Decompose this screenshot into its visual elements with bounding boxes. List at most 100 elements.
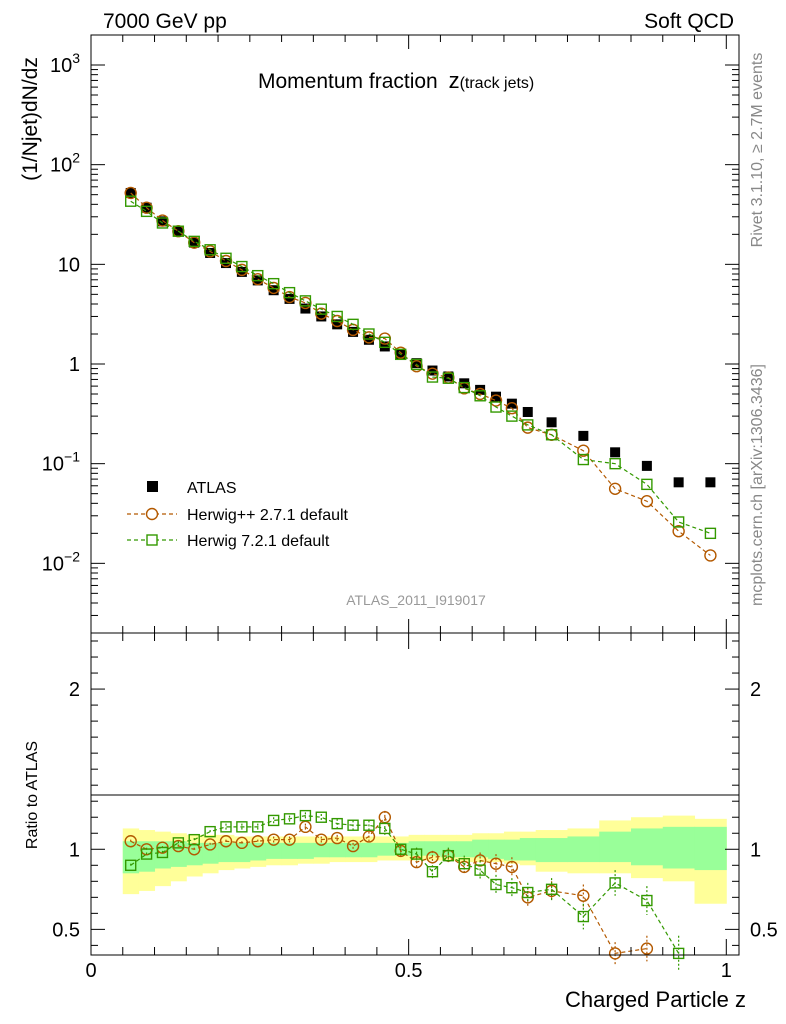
ratio-point [458, 857, 470, 870]
data-point [522, 419, 534, 431]
data-point [411, 358, 422, 369]
series-herwig7 [125, 195, 717, 540]
data-point [672, 516, 685, 528]
inner-band-bin [488, 839, 505, 859]
data-point [283, 286, 296, 299]
inner-band-bin [345, 842, 362, 858]
data-point [379, 336, 391, 349]
legend-label: Herwig 7.2.1 default [187, 533, 330, 550]
main-y-tick-label: 10 [58, 254, 80, 276]
data-point [442, 372, 455, 384]
ratio-point [251, 835, 264, 848]
data-point [506, 410, 518, 422]
analysis-tag: ATLAS_2011_I919017 [346, 592, 486, 608]
data-point [704, 549, 717, 562]
data-point [125, 195, 137, 207]
data-point [395, 348, 407, 361]
ratio-y-axis-label: Ratio to ATLAS [24, 741, 41, 849]
ratio-point [140, 848, 153, 860]
ratio-series-herwig7 [125, 809, 685, 972]
main-y-tick-exponent: 3 [72, 50, 80, 66]
data-point [236, 260, 248, 273]
legend-label: Herwig++ 2.7.1 default [187, 507, 349, 524]
inner-band-bin [361, 842, 378, 858]
ratio-point [267, 814, 280, 827]
inner-band-bin [329, 842, 346, 858]
data-point [348, 326, 359, 337]
data-point [268, 285, 279, 296]
ratio-point [640, 942, 654, 955]
ratio-point [346, 839, 360, 853]
plot-title-sub: (track jets) [460, 75, 535, 92]
ratio-point [522, 886, 534, 899]
ratio-y-tick-label-right: 1 [750, 839, 761, 861]
main-y-tick-exponent: −1 [64, 449, 80, 465]
main-y-tick-label: 102 [50, 150, 80, 177]
ratio-point [474, 864, 486, 876]
inner-band-bin [503, 839, 521, 861]
ratio-point [489, 857, 503, 870]
data-point [299, 295, 312, 307]
plot-title-var: z [449, 68, 460, 93]
ratio-point [331, 817, 343, 830]
legend-item: Herwig++ 2.7.1 default [127, 507, 349, 524]
legend-item: ATLAS [147, 480, 237, 497]
ratio-point [426, 851, 439, 864]
data-point [347, 318, 359, 331]
data-point [172, 225, 185, 237]
data-point [641, 460, 652, 471]
legend-marker [145, 507, 159, 521]
data-point [506, 398, 517, 409]
ratio-point [545, 883, 558, 896]
inner-band-bin [297, 842, 314, 859]
legend-item: Herwig 7.2.1 default [127, 533, 330, 550]
ratio-point [172, 837, 185, 849]
inner-band-bin [631, 828, 664, 866]
data-point [204, 244, 216, 256]
data-point [315, 303, 327, 315]
main-series-layer [124, 186, 717, 562]
ratio-point [204, 825, 216, 838]
data-point [363, 328, 375, 340]
series-line [130, 192, 711, 556]
ratio-point [235, 836, 249, 850]
data-point [124, 186, 137, 200]
ratio-point [188, 833, 200, 846]
data-point [188, 235, 200, 248]
data-point [331, 310, 343, 323]
data-point [610, 447, 621, 458]
data-point [641, 478, 653, 491]
ratio-point [220, 821, 232, 833]
data-point [443, 371, 454, 382]
main-y-tick-exponent: −2 [64, 548, 80, 564]
ratio-axis-ticks [90, 633, 739, 955]
plot-title-main: Momentum fraction [258, 70, 438, 93]
ratio-series-herwigpp [124, 810, 654, 965]
data-point [546, 417, 557, 428]
ratio-series-layer [124, 809, 685, 972]
main-y-axis-label: (1/Njet)dN/dz [19, 57, 42, 181]
x-tick-label: 0 [85, 960, 96, 982]
rivet-version-label: Rivet 3.1.10, ≥ 2.7M events [749, 53, 766, 248]
ratio-point [299, 809, 312, 822]
ratio-point [506, 882, 518, 894]
data-point [640, 495, 654, 508]
ratio-point [490, 878, 502, 891]
data-point [426, 371, 439, 383]
ratio-plot-panel: 0.5 0.51 12 2 0 0.5 1 Ratio to ATLAS Charged … [24, 632, 778, 1012]
data-point [316, 311, 327, 322]
data-point [475, 384, 486, 395]
ratio-point [315, 833, 328, 846]
inner-band-bin [376, 842, 394, 856]
ratio-y-tick-label: 2 [69, 679, 80, 701]
ratio-point [315, 811, 327, 823]
data-point [267, 277, 280, 290]
data-point [545, 429, 558, 441]
ratio-point [347, 819, 359, 831]
category-label: Soft QCD [644, 10, 734, 33]
series-herwigpp [124, 186, 717, 562]
data-point [521, 421, 534, 434]
